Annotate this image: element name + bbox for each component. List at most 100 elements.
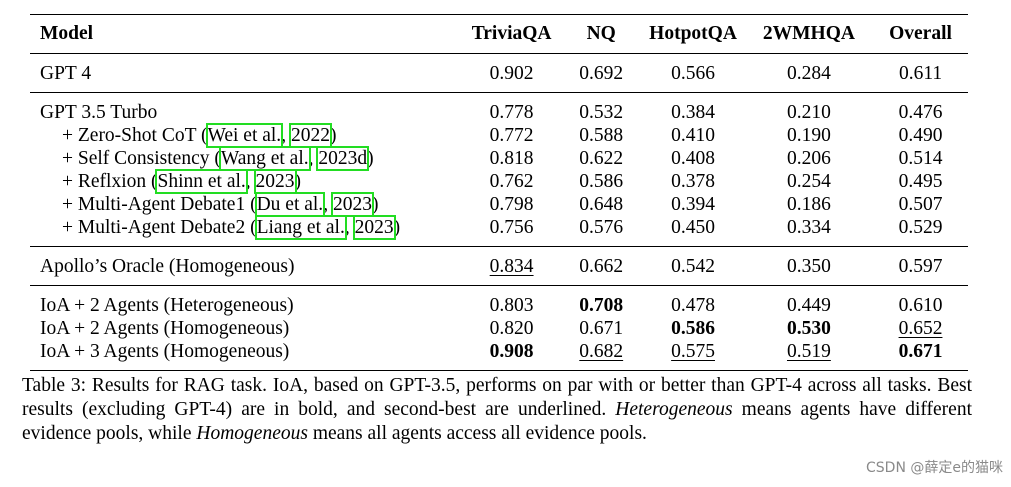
citation-link[interactable]: Liang et al. — [254, 215, 347, 240]
cell-value: 0.190 — [786, 125, 831, 146]
citation-year-link[interactable]: 2023d — [316, 146, 370, 171]
row-label: + Self Consistency (Wang et al., 2023d) — [30, 146, 462, 171]
row-label: + Multi-Agent Debate2 (Liang et al., 202… — [30, 215, 462, 247]
cell-value: 0.490 — [898, 125, 943, 146]
citation-separator: , — [281, 125, 291, 146]
header-hotpotqa: HotpotQA — [649, 23, 737, 44]
cell-value: 0.611 — [898, 63, 943, 84]
cell-value: 0.532 — [579, 102, 624, 123]
cell-value: 0.334 — [786, 217, 831, 238]
header-row: Model TriviaQA NQ HotpotQA 2WMHQA Overal… — [30, 14, 968, 54]
results-table: Model TriviaQA NQ HotpotQA 2WMHQA Overal… — [30, 14, 968, 371]
cell-value: 0.254 — [786, 171, 831, 192]
cell-value: 0.576 — [579, 217, 624, 238]
method-name: + Multi-Agent Debate1 ( — [62, 194, 257, 215]
cell-value: 0.588 — [579, 125, 624, 146]
citation-separator: , — [323, 194, 333, 215]
caption-text: means all agents access all evidence poo… — [307, 423, 647, 444]
method-name: + Zero-Shot CoT ( — [62, 125, 208, 146]
cell-value: 0.586 — [579, 171, 624, 192]
citation-close: ) — [329, 125, 337, 146]
cell-value-second-best: 0.652 — [898, 318, 943, 339]
cell-value: 0.410 — [671, 125, 715, 146]
cell-value: 0.210 — [786, 102, 831, 123]
cell-value: 0.449 — [786, 295, 831, 316]
citation-year-link[interactable]: 2023 — [253, 169, 297, 194]
caption-term-homogeneous: Homogeneous — [196, 423, 308, 444]
cell-value: 0.478 — [671, 295, 715, 316]
cell-value: 0.507 — [898, 194, 943, 215]
citation-link[interactable]: Du et al. — [254, 192, 326, 217]
cell-value: 0.648 — [579, 194, 624, 215]
cell-value-best: 0.530 — [786, 318, 831, 339]
citation-link[interactable]: Wei et al. — [205, 123, 284, 148]
caption-text: Table 3: Results for RAG task. IoA, base… — [22, 375, 972, 420]
table-row: + Multi-Agent Debate1 (Du et al., 2023) … — [30, 192, 968, 217]
header-nq: NQ — [586, 23, 616, 44]
table-caption: Table 3: Results for RAG task. IoA, base… — [22, 374, 972, 446]
cell-value: 0.384 — [671, 102, 715, 123]
cell-value: 0.394 — [671, 194, 715, 215]
row-label: GPT 3.5 Turbo — [40, 102, 158, 123]
cell-value-best: 0.908 — [489, 341, 534, 362]
cell-value: 0.206 — [786, 148, 831, 169]
row-label: + Zero-Shot CoT (Wei et al., 2022) — [30, 123, 462, 148]
citation-separator: , — [308, 148, 319, 169]
cell-value-second-best: 0.682 — [579, 341, 624, 362]
row-label: IoA + 3 Agents (Homogeneous) — [40, 341, 290, 362]
cell-value: 0.902 — [489, 63, 534, 84]
row-label: + Reflxion (Shinn et al., 2023) — [30, 169, 462, 194]
citation-close: ) — [294, 171, 302, 192]
cell-value: 0.378 — [671, 171, 715, 192]
row-label: GPT 4 — [40, 63, 92, 84]
table-row: IoA + 2 Agents (Heterogeneous) 0.803 0.7… — [30, 285, 968, 318]
row-label: IoA + 2 Agents (Heterogeneous) — [40, 295, 294, 316]
cell-value-best: 0.671 — [898, 341, 943, 362]
cell-value: 0.762 — [489, 171, 534, 192]
header-overall: Overall — [889, 23, 952, 44]
cell-value: 0.772 — [489, 125, 534, 146]
citation-year-link[interactable]: 2022 — [288, 123, 332, 148]
cell-value: 0.756 — [489, 217, 534, 238]
table-row: GPT 3.5 Turbo 0.778 0.532 0.384 0.210 0.… — [30, 92, 968, 125]
cell-value-second-best: 0.575 — [671, 341, 715, 362]
cell-value: 0.408 — [671, 148, 715, 169]
header-triviaqa: TriviaQA — [471, 23, 552, 44]
citation-year-link[interactable]: 2023 — [330, 192, 374, 217]
table-row: + Reflxion (Shinn et al., 2023) 0.762 0.… — [30, 169, 968, 194]
cell-value: 0.622 — [579, 148, 624, 169]
watermark: CSDN @薛定e的猫咪 — [866, 460, 1003, 476]
header-2wmhqa: 2WMHQA — [762, 23, 855, 44]
row-label: IoA + 2 Agents (Homogeneous) — [40, 318, 290, 339]
table-row: + Self Consistency (Wang et al., 2023d) … — [30, 146, 968, 171]
cell-value: 0.818 — [489, 148, 534, 169]
cell-value: 0.803 — [489, 295, 534, 316]
method-name: + Self Consistency ( — [62, 148, 221, 169]
method-name: + Multi-Agent Debate2 ( — [62, 217, 257, 238]
cell-value: 0.820 — [489, 318, 534, 339]
row-label: Apollo’s Oracle (Homogeneous) — [40, 256, 295, 277]
citation-link[interactable]: Shinn et al. — [155, 169, 248, 194]
table-row: + Zero-Shot CoT (Wei et al., 2022) 0.772… — [30, 123, 968, 148]
cell-value: 0.692 — [579, 63, 624, 84]
citation-close: ) — [367, 148, 374, 169]
cell-value: 0.529 — [898, 217, 943, 238]
citation-year-link[interactable]: 2023 — [352, 215, 396, 240]
cell-value-best: 0.708 — [579, 295, 624, 316]
table-row: IoA + 2 Agents (Homogeneous) 0.820 0.671… — [30, 317, 968, 340]
caption-term-heterogeneous: Heterogeneous — [615, 399, 733, 420]
cell-value: 0.284 — [786, 63, 831, 84]
cell-value-best: 0.586 — [671, 318, 715, 339]
cell-value: 0.186 — [786, 194, 831, 215]
caption-text: means agents have different evidence poo… — [22, 399, 972, 444]
cell-value: 0.798 — [489, 194, 534, 215]
header-model: Model — [40, 23, 94, 44]
cell-value: 0.476 — [898, 102, 943, 123]
cell-value: 0.566 — [671, 63, 715, 84]
citation-close: ) — [371, 194, 379, 215]
cell-value: 0.597 — [898, 256, 943, 277]
citation-separator: , — [245, 171, 256, 192]
cell-value: 0.662 — [579, 256, 624, 277]
citation-link[interactable]: Wang et al. — [218, 146, 311, 171]
table-row: + Multi-Agent Debate2 (Liang et al., 202… — [30, 215, 968, 247]
